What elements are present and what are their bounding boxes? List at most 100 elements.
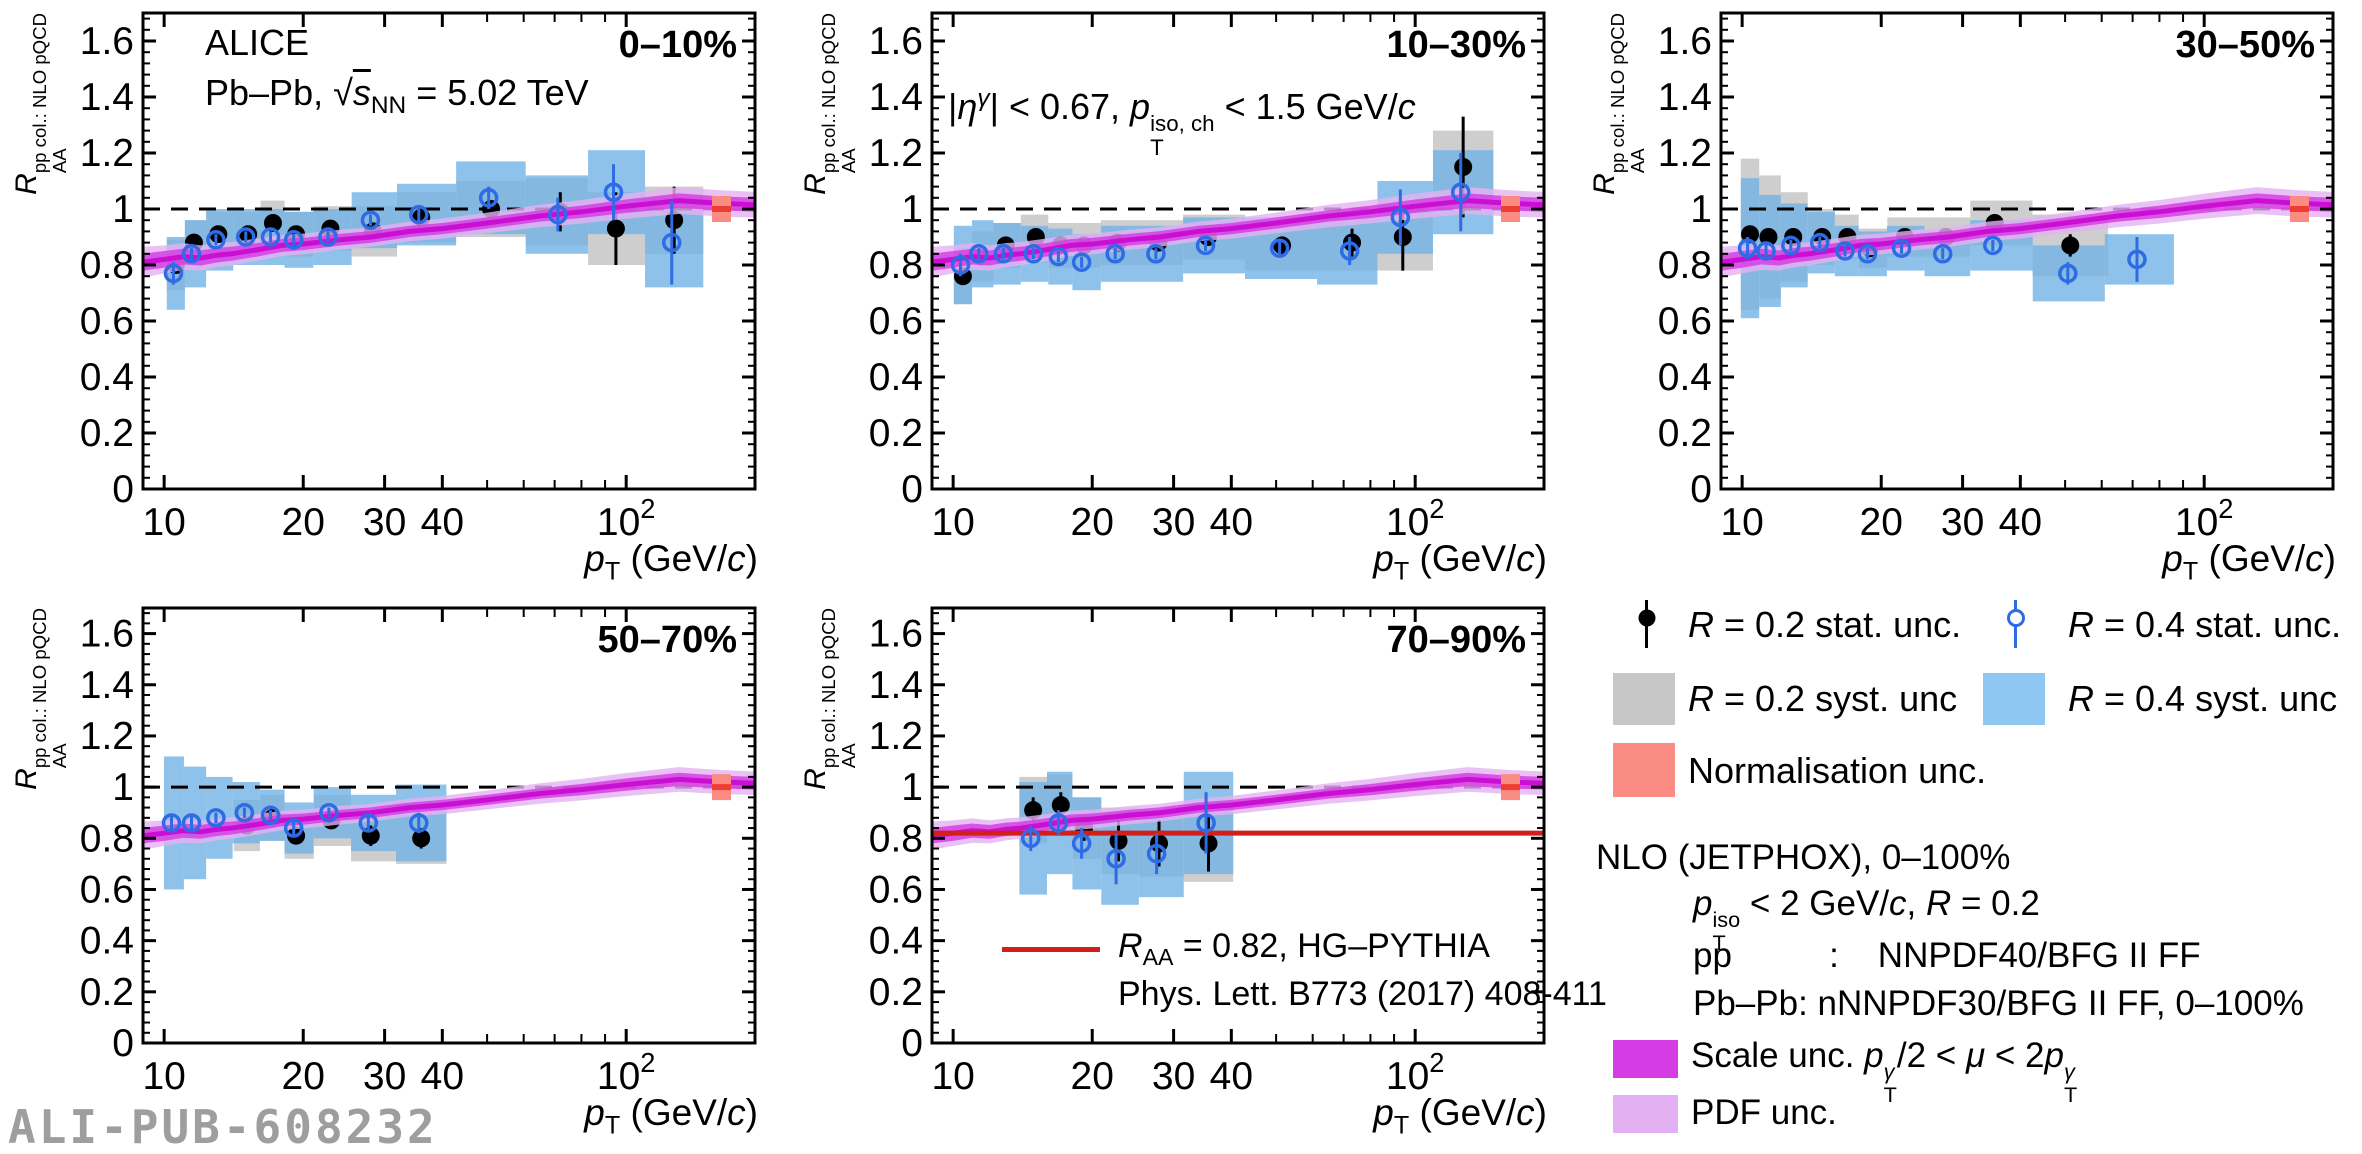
- r04-point: [234, 802, 255, 823]
- tick-label: 1.6: [80, 20, 134, 63]
- r04-point: [1390, 207, 1411, 228]
- r04-point: [1737, 238, 1758, 258]
- syst-box: [395, 784, 447, 862]
- nlo-title: NLO (JETPHOX), 0–100%: [1596, 838, 2011, 877]
- r04-point: [360, 210, 381, 230]
- tick-label: 0.6: [869, 868, 923, 911]
- tick-label: 0.6: [869, 300, 923, 343]
- r04-point: [409, 813, 429, 833]
- tick-label: 0.2: [869, 412, 923, 455]
- r04-point: [1269, 238, 1290, 258]
- tick-label: 0: [901, 468, 923, 511]
- normalisation-swatch: [1613, 743, 1675, 797]
- panel-frame: [930, 11, 1546, 491]
- tick-label: 0.8: [80, 244, 134, 287]
- tick-label: 40: [1999, 501, 2042, 544]
- r04-point: [319, 802, 339, 823]
- tick-label: 0.8: [80, 817, 134, 860]
- r04-point: [1048, 813, 1069, 833]
- tick-label: 0.2: [869, 971, 923, 1014]
- r04-point: [260, 805, 281, 826]
- tick-label: 1: [1690, 188, 1712, 231]
- syst-box: [1317, 217, 1378, 285]
- normalisation-marker-dash: [712, 206, 731, 212]
- tick-label: 0.4: [869, 356, 923, 399]
- panel-data: [143, 756, 755, 890]
- collision-system-label: Pb–Pb, √sNN = 5.02 TeV: [205, 72, 589, 120]
- r04-point: [1105, 244, 1125, 264]
- panel-frame: [141, 11, 757, 491]
- scale-unc-band: [1721, 193, 2333, 271]
- tick-label: 102: [597, 1047, 656, 1098]
- r04-point: [1071, 833, 1092, 854]
- r04-point: [1450, 182, 1471, 202]
- panel-30-50: 0 0.2 0.4 0.6 0.8 1 1.2 1.4 1.6 10 20 30 40 102: [1658, 11, 2335, 544]
- alice-label: ALICE: [205, 22, 310, 63]
- r04-point: [1835, 241, 1855, 261]
- r02-point: [665, 211, 684, 230]
- tick-label: 10: [142, 1055, 185, 1098]
- r04-point: [260, 227, 281, 247]
- legend-r02-stat: R = 0.2 stat. unc.: [1688, 604, 1962, 645]
- centrality-label-30-50: 30–50%: [2175, 24, 2315, 66]
- normalisation-marker-dash: [1501, 206, 1520, 212]
- normalisation-marker-dash: [2290, 206, 2309, 212]
- scale-unc-band: [932, 772, 1544, 844]
- tick-label: 1.2: [80, 715, 134, 758]
- tick-label: 40: [1210, 501, 1253, 544]
- tick-label: 1.6: [869, 613, 923, 656]
- r04-point: [1932, 244, 1953, 264]
- legend-scale-unc: Scale unc. p γ T/2 < μ < 2p γ T: [1691, 1036, 2078, 1107]
- panel-10-30: 0 0.2 0.4 0.6 0.8 1 1.2 1.4 1.6 10 20 30 40 102: [869, 11, 1546, 544]
- tick-label: 1.2: [869, 715, 923, 758]
- tick-label: 10: [1720, 501, 1763, 544]
- photon-cut-label: |ηγ| < 0.67, p iso, ch T < 1.5 GeV/c: [948, 85, 1416, 160]
- panel-frame: [1719, 11, 2335, 491]
- r04-point: [548, 204, 568, 225]
- r04-point: [181, 813, 202, 833]
- tick-label: 0.8: [1658, 244, 1712, 287]
- tick-label: 0.4: [80, 920, 134, 963]
- panel-0-10: 0 0.2 0.4 0.6 0.8 1 1.2 1.4 1.6 10 20 30 40 102: [80, 11, 757, 544]
- r02-syst-swatch: [1613, 673, 1675, 725]
- legend-r04-syst: R = 0.4 syst. unc: [2068, 678, 2338, 719]
- panel-50-70: 0 0.2 0.4 0.6 0.8 1 1.2 1.4 1.6 10 20 30 40 102: [80, 606, 757, 1098]
- panel-data: [932, 116, 1544, 305]
- tick-label: 30: [1941, 501, 1984, 544]
- centrality-label-10-30: 10–30%: [1386, 24, 1526, 66]
- panel-70-90: 0 0.2 0.4 0.6 0.8 1 1.2 1.4 1.6 10 20 30 40 102: [869, 606, 1546, 1098]
- r04-point: [181, 244, 202, 264]
- tick-label: 0.4: [80, 356, 134, 399]
- tick-label: 0: [901, 1022, 923, 1065]
- r04-point: [2058, 263, 2078, 284]
- r02-stat-marker-icon: [1645, 600, 1648, 648]
- r04-point: [358, 813, 379, 833]
- r04-point: [161, 813, 182, 833]
- r02-point: [1051, 796, 1070, 815]
- syst-box: [2104, 234, 2174, 285]
- r02-point: [412, 829, 431, 848]
- panel-data: [1721, 158, 2333, 319]
- tick-label: 1.4: [80, 664, 134, 707]
- tick-label: 10: [142, 501, 185, 544]
- tick-label: 1.6: [80, 613, 134, 656]
- hg-pythia-label: RAA = 0.82, HG–PYTHIA: [1118, 927, 1490, 970]
- tick-label: 0.8: [869, 817, 923, 860]
- r04-syst-swatch: [1983, 673, 2045, 725]
- tick-label: 1.2: [1658, 132, 1712, 175]
- r04-point: [993, 244, 1014, 264]
- r04-point: [1020, 828, 1041, 849]
- tick-label: 0: [1690, 468, 1712, 511]
- nlo-central-line: [932, 198, 1544, 265]
- tick-label: 102: [2175, 493, 2234, 544]
- tick-label: 1: [112, 188, 134, 231]
- tick-label: 40: [1210, 1055, 1253, 1098]
- r04-point: [409, 204, 429, 225]
- tick-label: 0.2: [80, 412, 134, 455]
- scale-unc-swatch: [1613, 1040, 1678, 1078]
- nlo-central-line: [143, 198, 755, 265]
